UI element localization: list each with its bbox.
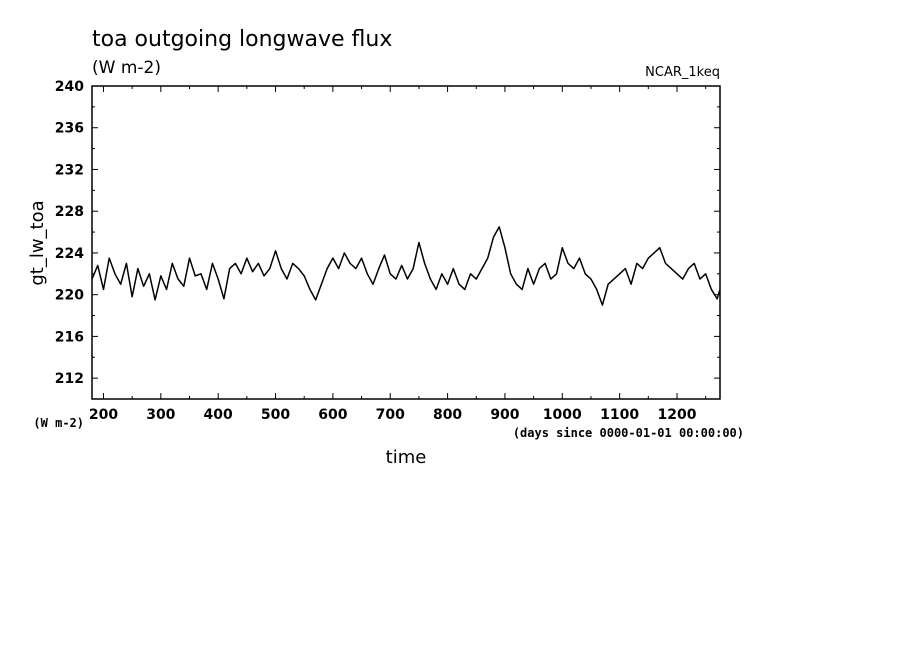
y-axis-label: gt_lw_toa [27,200,48,285]
y-tick-label: 224 [55,246,84,262]
x-tick-label: 500 [261,407,290,423]
axis-ticks-layer: 212 216 220 224 228 232 236 240 200 300 400 500 600 7… [55,79,720,423]
chart-subtitle: (W m-2) [92,58,161,78]
x-tick-label: 700 [376,407,405,423]
x-tick-label: 400 [204,407,233,423]
x-tick-label: 200 [89,407,118,423]
y-tick-label: 240 [55,79,84,95]
x-tick-label: 900 [490,407,519,423]
y-tick-label: 228 [55,204,84,220]
x-axis-label: time [386,447,427,468]
x-tick-label: 600 [318,407,347,423]
y-tick-label: 232 [55,162,84,178]
x-tick-label: 300 [146,407,175,423]
x-tick-label: 1100 [600,407,639,423]
x-axis-units: (days since 0000-01-01 00:00:00) [513,426,744,440]
model-tag: NCAR_1keq [645,65,720,80]
series-line [91,226,721,306]
chart-title: toa outgoing longwave flux [92,27,392,52]
y-tick-label: 212 [55,371,84,387]
x-tick-label: 1200 [658,407,697,423]
y-tick-label: 220 [55,288,84,304]
plot-frame [91,85,721,400]
y-axis-units: (W m-2) [33,416,84,430]
y-tick-label: 216 [55,329,84,345]
x-tick-label: 1000 [543,407,582,423]
plot-data-layer [91,226,721,306]
y-tick-label: 236 [55,121,84,137]
x-tick-label: 800 [433,407,462,423]
